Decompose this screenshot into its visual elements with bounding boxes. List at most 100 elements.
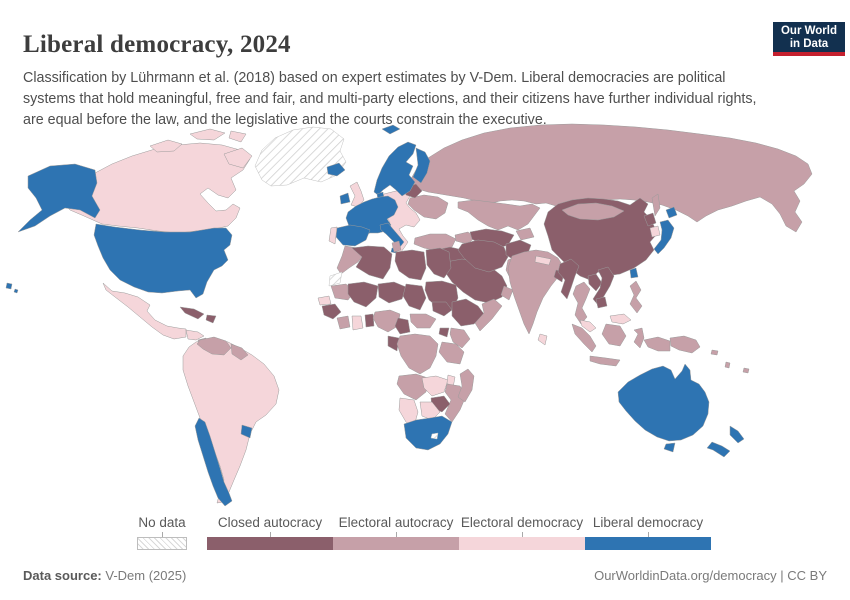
country-laos[interactable]: [587, 273, 603, 292]
legend-swatch-liberal-democracy[interactable]: [585, 537, 711, 550]
country-kyrgyzstan-tajikistan[interactable]: [515, 227, 535, 241]
country-japan-hokkaido[interactable]: [665, 206, 678, 219]
country-canada-baffin[interactable]: [223, 147, 253, 169]
country-botswana[interactable]: [419, 401, 441, 421]
country-south-america[interactable]: [182, 337, 280, 504]
country-vanuatu[interactable]: [724, 361, 731, 369]
country-japan-honshu[interactable]: [653, 219, 675, 255]
country-tanzania[interactable]: [438, 341, 465, 365]
country-finland[interactable]: [412, 147, 431, 184]
country-western-sahara[interactable]: [328, 271, 343, 287]
country-mongolia[interactable]: [561, 202, 625, 221]
country-scandinavia[interactable]: [373, 141, 417, 197]
country-drc[interactable]: [396, 333, 439, 375]
country-malaysia[interactable]: [579, 319, 597, 333]
country-lesotho[interactable]: [430, 432, 439, 440]
country-hispaniola[interactable]: [205, 314, 217, 324]
country-alaska[interactable]: [17, 163, 101, 233]
country-south-korea[interactable]: [649, 225, 661, 238]
country-algeria[interactable]: [351, 245, 393, 280]
country-russia[interactable]: [407, 123, 813, 233]
country-tunisia[interactable]: [391, 240, 402, 253]
country-venezuela[interactable]: [196, 336, 232, 356]
country-solomon-islands[interactable]: [710, 349, 719, 356]
country-indonesia-sulawesi[interactable]: [633, 327, 645, 349]
country-guinea[interactable]: [321, 303, 342, 320]
country-nigeria[interactable]: [372, 309, 401, 333]
country-kazakhstan[interactable]: [457, 199, 541, 231]
country-svalbard[interactable]: [381, 124, 401, 135]
country-greenland[interactable]: [254, 126, 347, 187]
country-uganda[interactable]: [438, 327, 450, 338]
country-congo-gabon[interactable]: [387, 335, 400, 352]
country-new-zealand-south[interactable]: [706, 441, 731, 458]
country-cambodia[interactable]: [595, 296, 608, 309]
country-iran[interactable]: [457, 239, 509, 273]
country-ireland[interactable]: [339, 192, 351, 205]
country-north-korea[interactable]: [643, 212, 657, 227]
country-ghana[interactable]: [351, 315, 364, 331]
country-mexico[interactable]: [102, 282, 187, 340]
country-uruguay[interactable]: [240, 424, 253, 439]
country-fiji[interactable]: [742, 367, 750, 374]
country-indonesia-borneo[interactable]: [601, 323, 627, 347]
country-mali[interactable]: [347, 281, 379, 308]
country-zambia[interactable]: [421, 375, 449, 397]
country-indonesia-papua[interactable]: [643, 336, 671, 352]
country-central-african-republic[interactable]: [409, 313, 437, 329]
country-angola[interactable]: [396, 373, 429, 401]
country-india[interactable]: [507, 249, 564, 335]
country-nepal[interactable]: [534, 255, 552, 266]
country-thailand[interactable]: [572, 281, 591, 325]
country-libya[interactable]: [394, 249, 427, 281]
country-ivory-coast[interactable]: [336, 315, 351, 330]
country-south-africa[interactable]: [403, 415, 453, 451]
country-cameroon[interactable]: [394, 317, 411, 335]
country-taiwan[interactable]: [629, 267, 639, 279]
country-indonesia-java[interactable]: [589, 355, 621, 367]
country-myanmar[interactable]: [557, 258, 580, 300]
country-hawaii[interactable]: [5, 282, 13, 290]
country-canada-arctic[interactable]: [149, 139, 183, 153]
country-philippines[interactable]: [629, 280, 643, 314]
country-egypt[interactable]: [425, 247, 452, 279]
country-malaysia-borneo[interactable]: [609, 313, 632, 325]
cc-by-link[interactable]: CC BY: [787, 568, 827, 583]
legend-swatch-closed-autocracy[interactable]: [207, 537, 333, 550]
country-tasmania[interactable]: [663, 442, 676, 453]
country-sri-lanka[interactable]: [537, 333, 548, 346]
country-sakhalin[interactable]: [651, 193, 661, 217]
country-iceland[interactable]: [326, 162, 346, 177]
country-chad[interactable]: [402, 283, 427, 311]
country-caucasus[interactable]: [454, 231, 476, 245]
country-cuba[interactable]: [179, 306, 205, 320]
country-indonesia-sumatra[interactable]: [571, 323, 597, 353]
country-somalia[interactable]: [474, 298, 503, 332]
country-niger[interactable]: [377, 281, 407, 304]
country-chile[interactable]: [194, 417, 233, 507]
country-guatemala-honduras[interactable]: [185, 329, 205, 341]
country-united-states[interactable]: [93, 223, 233, 299]
legend-swatch-electoral-democracy[interactable]: [459, 537, 585, 550]
country-portugal[interactable]: [328, 226, 338, 245]
country-togo-benin[interactable]: [364, 313, 375, 328]
legend-swatch-electoral-autocracy[interactable]: [333, 537, 459, 550]
country-australia[interactable]: [617, 363, 710, 442]
country-hawaii[interactable]: [13, 288, 19, 294]
country-ukraine[interactable]: [407, 194, 449, 220]
country-senegal[interactable]: [317, 295, 332, 306]
owid-url-link[interactable]: OurWorldinData.org/democracy: [594, 568, 777, 583]
country-new-zealand-north[interactable]: [729, 425, 745, 444]
country-papua-new-guinea[interactable]: [669, 335, 701, 354]
owid-logo[interactable]: Our World in Data: [773, 22, 845, 56]
legend-swatch-no-data[interactable]: [137, 537, 187, 550]
country-madagascar[interactable]: [457, 368, 475, 403]
country-kenya[interactable]: [449, 327, 471, 349]
country-italy[interactable]: [379, 222, 405, 248]
country-oman[interactable]: [500, 285, 514, 301]
country-turkey[interactable]: [413, 233, 457, 252]
country-guyana-suriname[interactable]: [230, 343, 249, 361]
country-canada-arctic[interactable]: [228, 130, 247, 143]
country-canada-arctic[interactable]: [189, 128, 226, 141]
country-south-sudan[interactable]: [431, 301, 453, 317]
